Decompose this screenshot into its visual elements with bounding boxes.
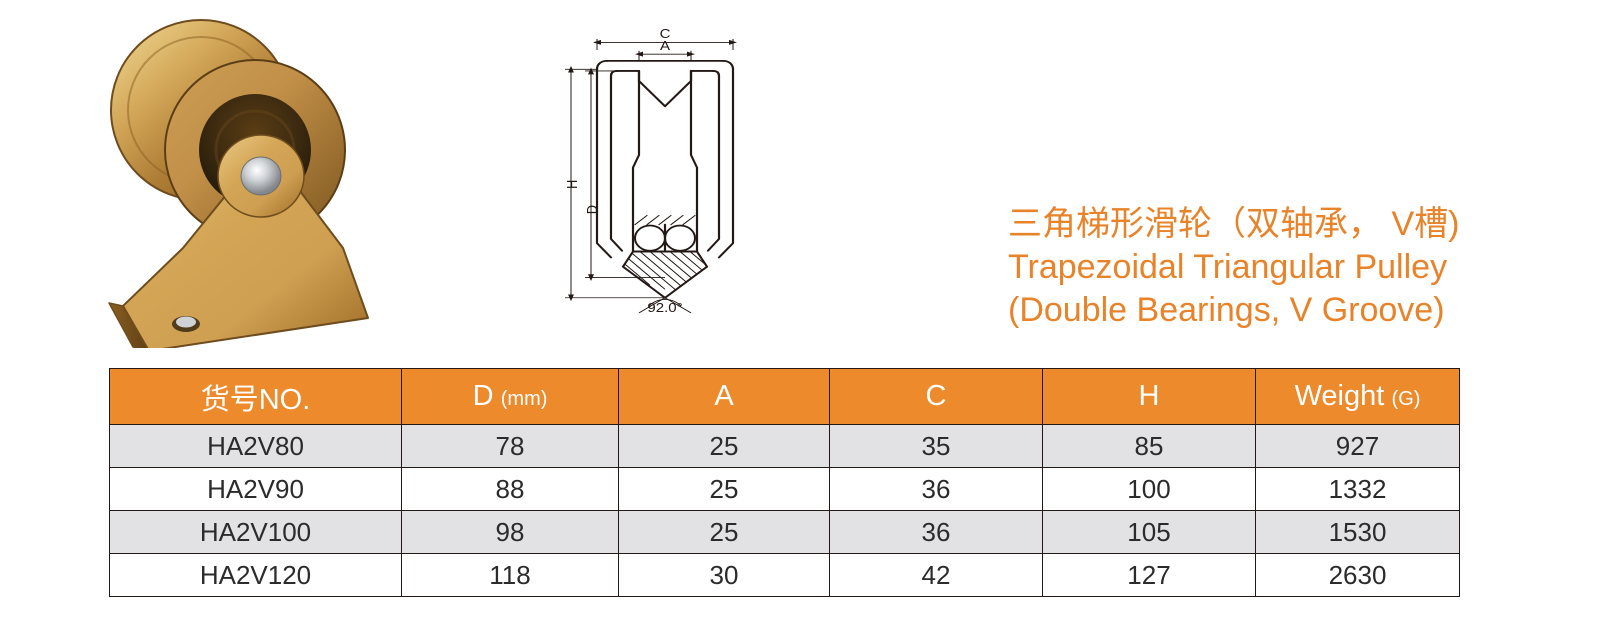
- svg-text:A: A: [660, 38, 671, 53]
- svg-text:92.0°: 92.0°: [647, 300, 682, 315]
- svg-text:H: H: [563, 180, 580, 189]
- svg-text:D: D: [583, 205, 600, 214]
